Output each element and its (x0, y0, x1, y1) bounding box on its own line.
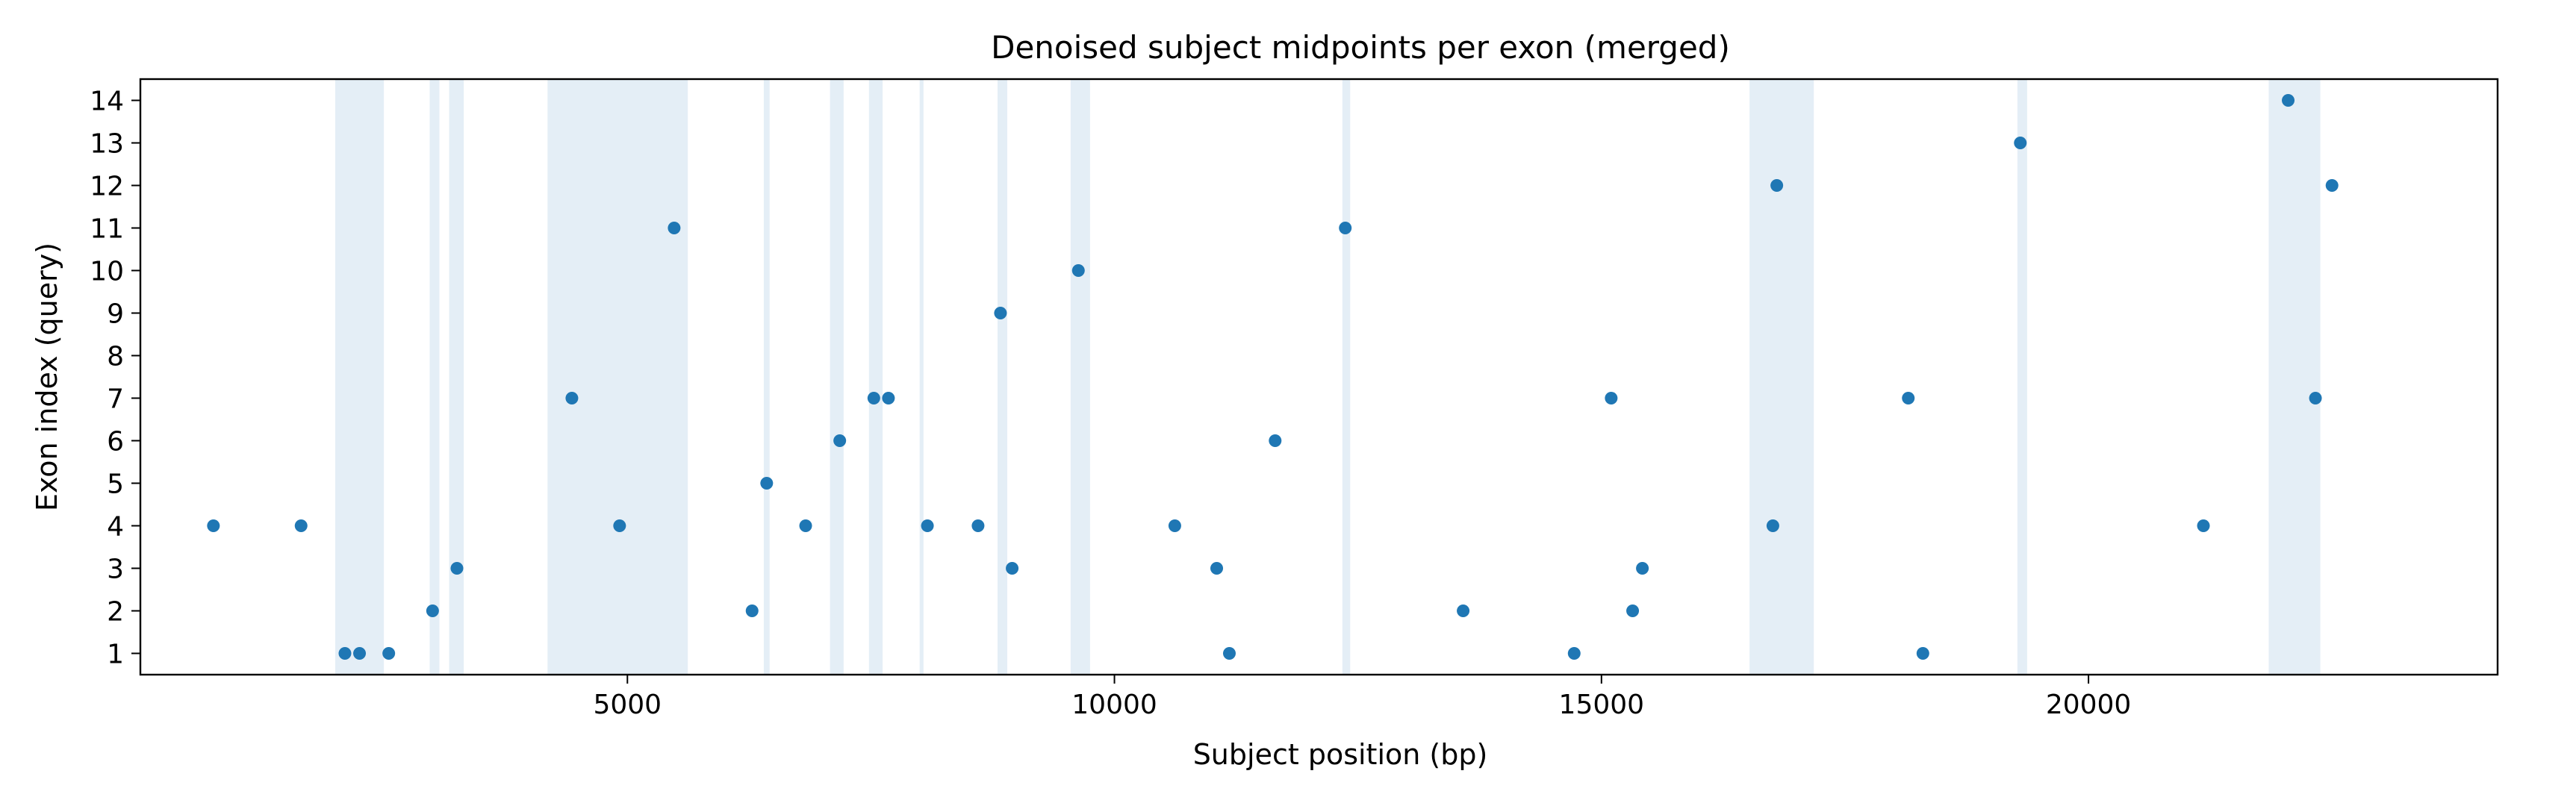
data-point-2 (338, 647, 352, 660)
data-point-38 (2309, 392, 2322, 404)
data-point-21 (1168, 519, 1181, 532)
data-point-25 (1339, 222, 1352, 234)
data-point-20 (1071, 264, 1085, 277)
x-tick-label-10000: 10000 (1071, 690, 1157, 720)
data-point-34 (1916, 647, 1929, 660)
x-axis-ticks: 5000 10000 15000 20000 (593, 675, 2131, 720)
data-point-14 (867, 392, 880, 404)
data-point-26 (1457, 604, 1470, 617)
data-point-35 (2014, 137, 2027, 149)
data-point-16 (921, 519, 934, 532)
data-point-3 (353, 647, 367, 660)
data-point-5 (426, 604, 439, 617)
data-point-11 (760, 477, 774, 490)
data-point-30 (1636, 562, 1649, 575)
y-tick-label-9: 9 (107, 299, 124, 330)
shaded-region-9 (1070, 79, 1090, 675)
x-tick-label-15000: 15000 (1559, 690, 1645, 720)
shaded-region-6 (868, 79, 883, 675)
data-point-36 (2197, 519, 2210, 532)
data-points (207, 94, 2339, 660)
shaded-region-8 (998, 79, 1008, 675)
shaded-region-0 (335, 79, 385, 675)
data-point-0 (207, 519, 220, 532)
y-tick-label-10: 10 (90, 257, 124, 287)
data-point-12 (799, 519, 812, 532)
data-point-1 (294, 519, 308, 532)
data-point-9 (668, 222, 681, 234)
data-point-17 (971, 519, 985, 532)
shaded-region-3 (547, 79, 688, 675)
x-tick-label-20000: 20000 (2046, 690, 2132, 720)
shaded-region-10 (1342, 79, 1351, 675)
plot-frame (139, 78, 2499, 676)
shaded-region-2 (449, 79, 464, 675)
data-point-6 (450, 562, 464, 575)
y-tick-label-11: 11 (90, 214, 124, 245)
shaded-region-11 (1749, 79, 1814, 675)
data-point-33 (1902, 392, 1915, 404)
data-point-19 (1006, 562, 1019, 575)
data-point-18 (994, 307, 1007, 319)
shaded-region-4 (763, 79, 770, 675)
shaded-region-7 (919, 79, 924, 675)
y-tick-label-2: 2 (107, 597, 124, 628)
y-tick-label-6: 6 (107, 427, 124, 457)
shaded-regions (335, 79, 2321, 675)
x-tick-label-5000: 5000 (593, 690, 662, 720)
data-point-37 (2282, 94, 2295, 107)
data-point-24 (1269, 434, 1282, 447)
data-point-4 (382, 647, 396, 660)
chart-title: Denoised subject midpoints per exon (mer… (991, 29, 1730, 66)
shaded-region-1 (429, 79, 440, 675)
y-tick-label-1: 1 (107, 640, 124, 670)
shaded-region-13 (2268, 79, 2321, 675)
shaded-region-12 (2017, 79, 2027, 675)
y-tick-label-7: 7 (107, 384, 124, 415)
y-tick-label-3: 3 (107, 554, 124, 585)
data-point-32 (1770, 179, 1784, 192)
y-tick-label-13: 13 (90, 129, 124, 160)
shaded-region-5 (830, 79, 844, 675)
data-point-39 (2325, 179, 2339, 192)
data-point-15 (882, 392, 895, 404)
y-tick-label-4: 4 (107, 512, 124, 543)
data-point-8 (613, 519, 626, 532)
data-point-27 (1567, 647, 1581, 660)
y-tick-label-8: 8 (107, 342, 124, 372)
y-axis-label: Exon index (query) (31, 243, 63, 511)
y-tick-label-14: 14 (90, 87, 124, 117)
data-point-10 (745, 604, 759, 617)
data-point-13 (833, 434, 847, 447)
y-tick-label-12: 12 (90, 172, 124, 202)
data-point-22 (1210, 562, 1224, 575)
data-point-28 (1605, 392, 1618, 404)
data-point-31 (1766, 519, 1779, 532)
data-point-29 (1626, 604, 1640, 617)
data-point-23 (1222, 647, 1236, 660)
y-tick-label-5: 5 (107, 469, 124, 500)
data-point-7 (565, 392, 579, 404)
x-axis-label: Subject position (bp) (1193, 738, 1488, 771)
